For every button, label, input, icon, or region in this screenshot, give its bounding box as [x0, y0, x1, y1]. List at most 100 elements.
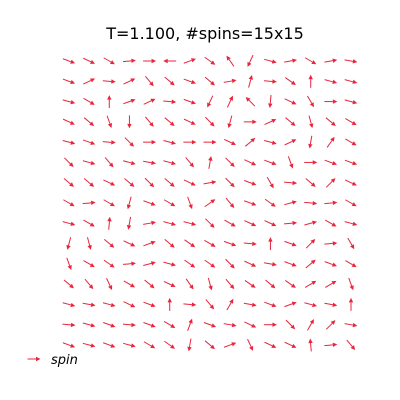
spin-field	[62, 54, 358, 352]
spin-arrow-r13-c11	[285, 319, 296, 330]
spin-arrow-r13-c13	[325, 320, 336, 330]
spin-arrow-r3-c6	[183, 118, 196, 125]
spin-arrow-r1-c5	[164, 76, 175, 86]
spin-arrow-r8-c14	[344, 221, 358, 226]
spin-arrow-r9-c12	[305, 238, 316, 249]
spin-arrow-r11-c5	[163, 280, 176, 287]
spin-arrow-r14-c2	[103, 342, 116, 348]
spin-arrow-r11-c6	[185, 278, 194, 290]
spin-arrow-r14-c4	[143, 341, 156, 349]
spin-arrow-r12-c2	[102, 302, 116, 308]
spin-arrow-r7-c2	[103, 199, 115, 207]
spin-arrow-r9-c2	[103, 239, 115, 248]
spin-arrow-r14-c13	[324, 342, 338, 348]
spin-arrow-r9-c4	[143, 240, 156, 247]
spin-arrow-r12-c1	[82, 302, 96, 307]
spin-arrow-r12-c13	[324, 302, 338, 307]
spin-arrow-r11-c14	[348, 277, 354, 291]
spin-arrow-r6-c10	[266, 176, 274, 189]
spin-arrow-r1-c12	[308, 74, 313, 88]
spin-arrow-r10-c12	[305, 259, 316, 269]
spin-arrow-r8-c9	[244, 220, 257, 227]
spin-arrow-r13-c0	[62, 322, 76, 328]
spin-arrow-r12-c11	[284, 301, 297, 308]
spin-arrow-r6-c3	[124, 178, 135, 187]
spin-arrow-r5-c0	[64, 157, 74, 168]
spin-arrow-r11-c13	[324, 280, 337, 288]
spin-arrow-r8-c5	[163, 221, 176, 226]
spin-arrow-r7-c5	[163, 199, 176, 207]
spin-arrow-r7-c4	[143, 200, 156, 206]
spin-arrow-r14-c12	[308, 338, 313, 352]
spin-arrow-r13-c9	[244, 321, 257, 328]
spin-arrow-r3-c9	[243, 119, 257, 125]
spin-arrow-r1-c4	[145, 75, 154, 87]
spin-arrow-r14-c3	[123, 342, 136, 348]
spin-arrow-r0-c2	[103, 57, 115, 65]
spin-arrow-r12-c7	[205, 299, 215, 310]
spin-arrow-r12-c9	[243, 302, 257, 307]
spin-arrow-r14-c10	[264, 341, 277, 348]
spin-arrow-r0-c11	[284, 58, 297, 63]
spin-arrow-r4-c3	[124, 137, 135, 147]
spin-arrow-r9-c5	[164, 239, 175, 248]
spin-arrow-r14-c5	[164, 340, 176, 349]
spin-arrow-r5-c1	[82, 160, 96, 166]
spin-arrow-r10-c13	[324, 261, 337, 267]
spin-arrow-r5-c2	[104, 157, 114, 168]
spin-arrow-r11-c0	[63, 279, 74, 289]
spin-arrow-r12-c5	[167, 297, 172, 311]
spin-arrow-r4-c5	[163, 139, 176, 145]
spin-arrow-r10-c8	[225, 258, 235, 269]
spin-arrow-r9-c0	[66, 237, 72, 250]
spin-arrow-r6-c4	[144, 177, 155, 188]
spin-arrow-r12-c8	[226, 298, 234, 311]
spin-arrow-r13-c1	[82, 322, 96, 328]
spin-arrow-r8-c6	[183, 221, 197, 226]
spin-arrow-r6-c9	[244, 180, 257, 186]
spin-arrow-r3-c1	[83, 117, 95, 127]
spin-arrow-r13-c3	[122, 322, 136, 328]
spin-arrow-r4-c6	[183, 139, 197, 145]
spin-arrow-r1-c1	[83, 78, 96, 85]
spin-arrow-r3-c12	[308, 115, 314, 129]
spin-arrow-r4-c1	[82, 139, 96, 145]
spin-arrow-r8-c7	[205, 218, 215, 228]
spin-arrow-r12-c10	[264, 301, 277, 308]
spin-arrow-r10-c6	[184, 259, 196, 268]
spin-arrow-r4-c2	[102, 140, 116, 145]
spin-arrow-r13-c6	[187, 318, 193, 331]
spin-arrow-r2-c13	[324, 99, 338, 104]
spin-arrow-r2-c7	[207, 95, 214, 108]
spin-arrow-r2-c9	[245, 96, 256, 107]
spin-arrow-r3-c13	[325, 117, 336, 127]
spin-arrow-r7-c0	[63, 199, 75, 207]
spin-arrow-r3-c8	[227, 115, 233, 129]
spin-arrow-r3-c7	[205, 116, 215, 127]
spin-arrow-r0-c3	[122, 58, 136, 64]
spin-arrow-r5-c8	[225, 157, 235, 168]
spin-arrow-r13-c8	[223, 322, 237, 328]
spin-arrow-r7-c14	[345, 199, 357, 207]
spin-arrow-r9-c1	[86, 237, 92, 250]
spin-arrow-r5-c7	[208, 156, 213, 169]
spin-arrow-r7-c8	[225, 197, 235, 208]
spin-arrow-r14-c1	[82, 342, 96, 348]
spin-arrow-r14-c14	[346, 339, 356, 350]
spin-arrow-r6-c8	[225, 177, 235, 188]
spin-arrow-r0-c0	[62, 58, 76, 64]
spin-arrow-r0-c6	[183, 58, 196, 64]
spin-arrow-r4-c10	[264, 139, 277, 145]
spin-arrow-r9-c14	[347, 237, 355, 250]
spin-arrow-r0-c13	[324, 58, 338, 63]
spin-arrow-r2-c12	[307, 95, 314, 108]
spin-arrow-r10-c14	[345, 260, 357, 268]
spin-arrow-r6-c1	[83, 178, 95, 187]
spin-arrow-r5-c5	[163, 160, 176, 166]
spin-arrow-r10-c1	[83, 260, 95, 268]
spin-arrow-r8-c3	[126, 216, 132, 230]
spin-arrow-r0-c1	[83, 57, 96, 64]
spin-arrow-r12-c12	[304, 302, 317, 308]
spin-arrow-r14-c11	[284, 341, 297, 348]
spin-arrow-r0-c8	[226, 55, 235, 67]
